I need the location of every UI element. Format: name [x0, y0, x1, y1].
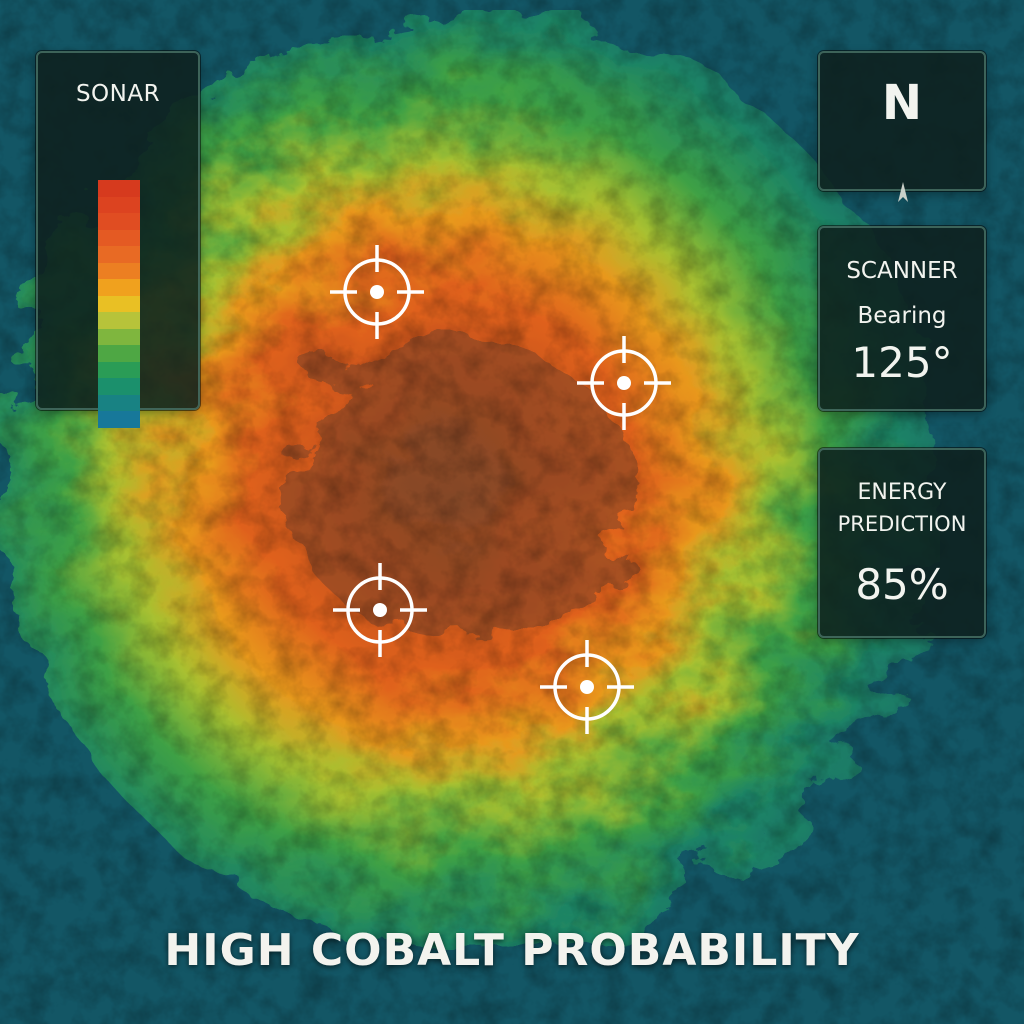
footer-title: HIGH COBALT PROBABILITY — [164, 925, 860, 976]
sonar-scale-segment — [98, 394, 140, 412]
sonar-scale-segment — [98, 295, 140, 313]
sonar-scale-segment — [98, 279, 140, 296]
prediction-title: PREDICTION — [837, 512, 967, 536]
sonar-color-scale — [98, 180, 140, 428]
energy-prediction-value: 85% — [855, 560, 949, 609]
energy-prediction-panel: ENERGY PREDICTION 85% — [818, 448, 986, 638]
sonar-scale-segment — [98, 411, 140, 428]
sonar-scale-segment — [98, 328, 140, 346]
scanner-title: SCANNER — [846, 258, 958, 284]
crosshair-icon — [540, 640, 634, 734]
crosshair-icon — [577, 336, 671, 430]
target-marker-2[interactable] — [574, 333, 674, 433]
bearing-value: 125° — [851, 338, 953, 387]
sonar-scale-segment — [98, 246, 140, 263]
sonar-legend-panel: SONAR — [36, 51, 200, 428]
bearing-label: Bearing — [857, 303, 947, 329]
scanner-panel: SCANNER Bearing 125° — [818, 226, 986, 411]
target-marker-4[interactable] — [537, 637, 637, 737]
target-marker-3[interactable] — [330, 560, 430, 660]
sonar-scale-segment — [98, 180, 140, 197]
sonar-scale-segment — [98, 378, 140, 395]
sonar-scale-segment — [98, 229, 140, 247]
sonar-title: SONAR — [75, 81, 161, 107]
target-marker-1[interactable] — [327, 242, 427, 342]
sonar-scale-segment — [98, 262, 140, 280]
sonar-scale-segment — [98, 361, 140, 379]
sonar-scale-segment — [98, 196, 140, 214]
north-arrow-icon — [898, 182, 908, 202]
compass-panel: N — [818, 51, 986, 202]
sonar-scale-segment — [98, 213, 140, 230]
energy-title: ENERGY — [857, 480, 947, 505]
crosshair-icon — [333, 563, 427, 657]
compass-heading-letter: N — [881, 75, 923, 131]
crosshair-icon — [330, 245, 424, 339]
sonar-scale-segment — [98, 345, 140, 362]
sonar-scale-segment — [98, 312, 140, 329]
